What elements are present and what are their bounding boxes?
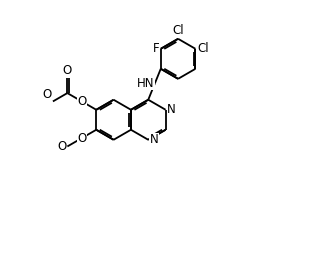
Text: O: O: [63, 63, 72, 77]
Text: N: N: [150, 133, 158, 146]
Text: HN: HN: [137, 77, 154, 90]
Text: O: O: [77, 95, 86, 108]
Text: O: O: [42, 88, 52, 101]
Text: Cl: Cl: [172, 24, 184, 37]
Text: O: O: [63, 63, 72, 76]
Text: N: N: [167, 103, 176, 116]
Text: Cl: Cl: [197, 42, 209, 55]
Text: N: N: [150, 133, 158, 146]
Text: N: N: [167, 103, 176, 116]
Text: Cl: Cl: [197, 42, 209, 55]
Text: O: O: [77, 95, 86, 108]
Text: O: O: [77, 132, 86, 145]
Text: HN: HN: [137, 77, 154, 90]
Text: F: F: [152, 42, 159, 55]
Text: O: O: [57, 140, 67, 153]
Text: Cl: Cl: [172, 24, 184, 37]
Text: F: F: [153, 42, 159, 55]
